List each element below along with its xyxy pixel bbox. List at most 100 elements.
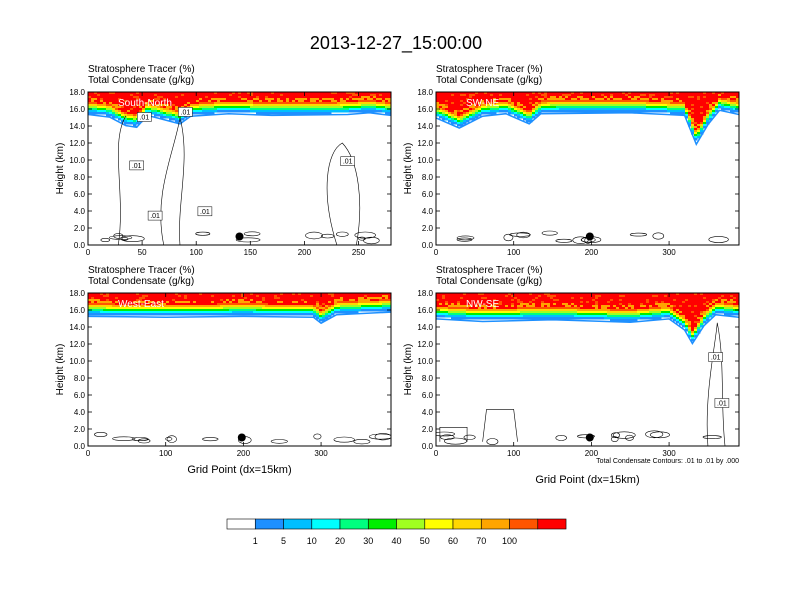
tracer-cell bbox=[664, 96, 668, 99]
contour-label: .01 bbox=[200, 209, 210, 216]
tracer-cell bbox=[457, 98, 461, 101]
tracer-cell bbox=[388, 96, 391, 99]
tracer-cell bbox=[520, 311, 524, 314]
tracer-cell bbox=[712, 112, 716, 115]
tracer-cell bbox=[589, 92, 593, 95]
tracer-cell bbox=[568, 311, 572, 314]
tracer-cell bbox=[616, 301, 620, 304]
tracer-cell bbox=[325, 293, 329, 296]
tracer-cell bbox=[166, 295, 170, 298]
tracer-cell bbox=[109, 92, 113, 95]
tracer-cell bbox=[139, 313, 143, 316]
tracer-cell bbox=[595, 92, 599, 95]
tracer-cell bbox=[100, 305, 104, 308]
tracer-cell bbox=[313, 100, 317, 103]
tracer-cell bbox=[292, 110, 296, 113]
tracer-cell bbox=[469, 92, 473, 95]
tracer-cell bbox=[136, 303, 140, 306]
tracer-cell bbox=[700, 299, 704, 302]
tracer-cell bbox=[346, 307, 350, 310]
tracer-cell bbox=[487, 303, 491, 306]
tracer-cell bbox=[697, 319, 701, 322]
tracer-cell bbox=[265, 299, 269, 302]
tracer-cell bbox=[373, 293, 377, 296]
tracer-cell bbox=[172, 118, 176, 121]
tracer-cell bbox=[442, 102, 446, 105]
tracer-cell bbox=[538, 297, 542, 300]
tracer-cell bbox=[103, 104, 107, 107]
tracer-cell bbox=[328, 108, 332, 111]
tracer-cell bbox=[724, 100, 728, 103]
tracer-cell bbox=[610, 295, 614, 298]
tracer-cell bbox=[151, 295, 155, 298]
tracer-cell bbox=[214, 299, 218, 302]
tracer-cell bbox=[673, 106, 677, 109]
tracer-cell bbox=[448, 315, 452, 318]
tracer-cell bbox=[286, 112, 290, 115]
tracer-cell bbox=[559, 311, 563, 314]
tracer-cell bbox=[118, 108, 122, 111]
tracer-cell bbox=[196, 301, 200, 304]
tracer-cell bbox=[145, 295, 149, 298]
tracer-cell bbox=[682, 303, 686, 306]
tracer-cell bbox=[661, 98, 665, 101]
tracer-cell bbox=[676, 92, 680, 95]
tracer-cell bbox=[637, 293, 641, 296]
tracer-cell bbox=[331, 96, 335, 99]
location-marker bbox=[585, 232, 594, 241]
tracer-cell bbox=[727, 301, 731, 304]
tracer-cell bbox=[673, 293, 677, 296]
tracer-cell bbox=[190, 98, 194, 101]
tracer-cell bbox=[547, 104, 551, 107]
tracer-cell bbox=[346, 299, 350, 302]
tracer-cell bbox=[370, 92, 374, 95]
tracer-cell bbox=[172, 96, 176, 99]
tracer-cell bbox=[661, 96, 665, 99]
tracer-cell bbox=[547, 305, 551, 308]
tracer-cell bbox=[160, 94, 164, 97]
tracer-cell bbox=[463, 104, 467, 107]
tracer-cell bbox=[310, 309, 314, 312]
tracer-cell bbox=[130, 303, 134, 306]
tracer-cell bbox=[328, 313, 332, 316]
tracer-cell bbox=[235, 110, 239, 113]
tracer-cell bbox=[595, 110, 599, 113]
tracer-cell bbox=[520, 108, 524, 111]
tracer-cell bbox=[388, 299, 391, 302]
tracer-cell bbox=[577, 299, 581, 302]
tracer-cell bbox=[349, 110, 353, 113]
tracer-cell bbox=[649, 303, 653, 306]
tracer-cell bbox=[217, 307, 221, 310]
tracer-cell bbox=[487, 307, 491, 310]
tracer-cell bbox=[682, 112, 686, 115]
tracer-cell bbox=[337, 297, 341, 300]
tracer-cell bbox=[361, 309, 365, 312]
tracer-cell bbox=[205, 309, 209, 312]
plot-frame bbox=[87, 292, 392, 447]
tracer-cell bbox=[694, 325, 698, 328]
tracer-cell bbox=[322, 100, 326, 103]
tracer-cell bbox=[286, 293, 290, 296]
tracer-cell bbox=[733, 110, 737, 113]
tracer-cell bbox=[169, 311, 173, 314]
tracer-cell bbox=[490, 315, 494, 318]
tracer-cell bbox=[172, 301, 176, 304]
tracer-cell bbox=[517, 106, 521, 109]
tracer-cell bbox=[436, 106, 440, 109]
tracer-cell bbox=[490, 305, 494, 308]
tracer-cell bbox=[115, 114, 119, 117]
tracer-cell bbox=[100, 293, 104, 296]
tracer-cell bbox=[340, 104, 344, 107]
tracer-cell bbox=[646, 317, 650, 320]
tracer-cell bbox=[616, 98, 620, 101]
tracer-cell bbox=[292, 297, 296, 300]
tracer-cell bbox=[712, 102, 716, 105]
tracer-cell bbox=[658, 106, 662, 109]
tracer-cell bbox=[193, 94, 197, 97]
tracer-cell bbox=[712, 98, 716, 101]
tracer-cell bbox=[277, 307, 281, 310]
tracer-cell bbox=[148, 309, 152, 312]
tracer-cell bbox=[580, 309, 584, 312]
tracer-cell bbox=[643, 295, 647, 298]
tracer-cell bbox=[244, 299, 248, 302]
